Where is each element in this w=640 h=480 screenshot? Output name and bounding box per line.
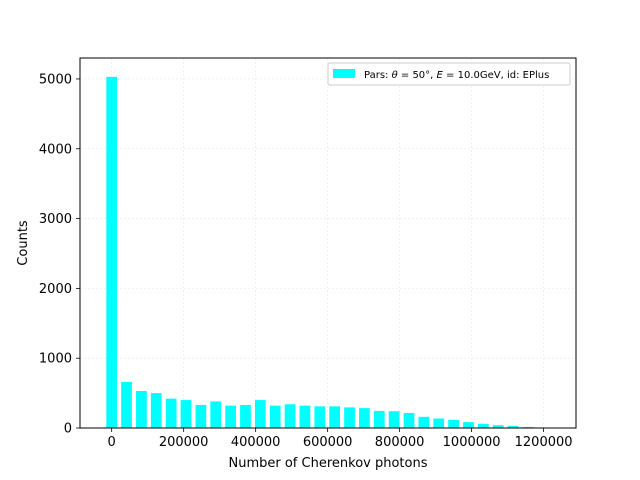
y-tick-label: 5000	[39, 72, 72, 87]
histogram-bar	[284, 404, 296, 428]
histogram-bar	[477, 423, 489, 428]
x-tick-label: 800000	[375, 435, 425, 450]
histogram-bar	[344, 407, 355, 428]
grid-lines	[80, 58, 576, 429]
plot-frame	[79, 57, 577, 429]
x-tick-label: 0	[108, 435, 116, 450]
histogram-bar	[418, 416, 430, 428]
histogram-bar	[150, 393, 162, 428]
histogram-bar	[448, 419, 459, 428]
x-tick-label: 1200000	[515, 435, 573, 450]
histogram-bar	[507, 425, 519, 428]
histogram-bar	[254, 400, 266, 428]
histogram-bar	[403, 412, 415, 428]
histogram-bar	[492, 425, 504, 428]
x-axis-label: Number of Cherenkov photons	[229, 456, 428, 471]
histogram-bar	[388, 411, 400, 428]
histogram-bar	[299, 405, 311, 428]
histogram-bar	[373, 410, 385, 428]
x-tick-label: 1000000	[443, 435, 501, 450]
x-tick-label: 600000	[303, 435, 353, 450]
y-tick-label: 1000	[39, 352, 72, 367]
legend-label: Pars: θ = 50°, E = 10.0GeV, id: EPlus	[364, 70, 549, 81]
histogram-bar	[240, 404, 251, 428]
legend: Pars: θ = 50°, E = 10.0GeV, id: EPlus	[327, 62, 571, 86]
histogram-bar	[359, 408, 370, 428]
histogram-bar	[210, 401, 222, 428]
legend-box	[327, 62, 571, 86]
histogram-bar	[165, 398, 177, 428]
legend-swatch	[333, 69, 355, 78]
y-tick-label: 3000	[39, 212, 72, 227]
histogram-bar	[314, 406, 326, 428]
histogram-bar	[195, 404, 207, 428]
histogram-bar	[463, 422, 474, 428]
x-axis-ticks: 0 200000 400000 600000 800000 1000000 1200000	[108, 428, 573, 450]
y-tick-label: 0	[64, 422, 72, 437]
histogram-bar	[269, 405, 281, 428]
x-tick-label: 400000	[231, 435, 281, 450]
y-tick-label: 2000	[39, 282, 72, 297]
y-axis-ticks: 0 1000 2000 3000 4000 5000	[39, 72, 80, 437]
histogram-bar	[136, 391, 147, 428]
histogram-bar	[522, 426, 534, 428]
y-tick-label: 4000	[39, 142, 72, 157]
histogram-bar	[433, 418, 445, 428]
histogram-bar	[329, 406, 341, 428]
histogram-bar	[121, 381, 132, 428]
x-tick-label: 200000	[159, 435, 209, 450]
histogram-bars	[106, 76, 549, 428]
histogram-bar	[106, 76, 118, 428]
y-axis-label: Counts	[16, 220, 31, 266]
histogram-bar	[180, 400, 192, 428]
histogram-bar	[225, 405, 236, 428]
